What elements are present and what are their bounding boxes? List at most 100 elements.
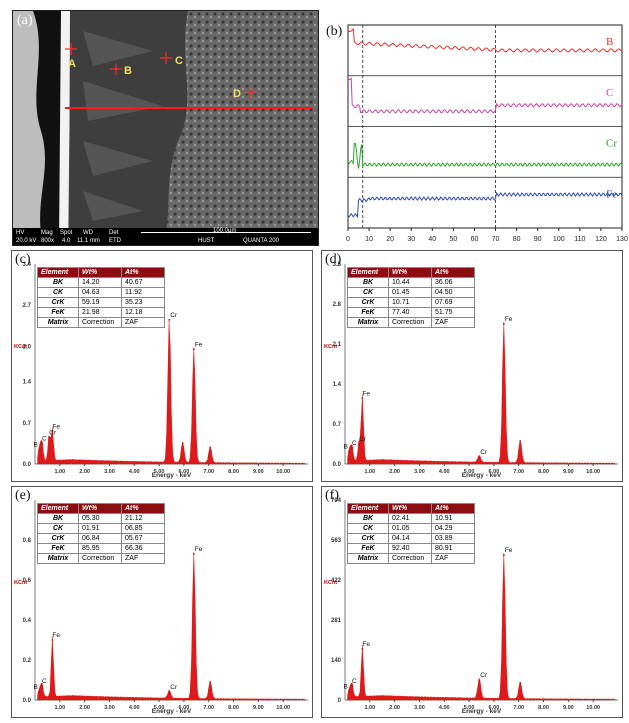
x-tick-label: 50 bbox=[449, 236, 457, 243]
at-cell: 06.85 bbox=[121, 523, 165, 534]
spot-header: Spot bbox=[60, 230, 73, 236]
at-cell: 40.67 bbox=[121, 277, 165, 288]
peak-0 bbox=[38, 448, 41, 451]
y-tick-label: 0.7 bbox=[23, 421, 32, 427]
table-row: CK 01.91 06.85 bbox=[37, 523, 165, 534]
eds-spectrum-e: 0.0 0.2 0.4 0.6 0.8 1.00 2.00 3.00 4.00 5.00 6.00 7… bbox=[11, 486, 313, 718]
instrument-name: QUANTA 200 bbox=[243, 238, 279, 244]
peak-label-b: B bbox=[33, 441, 37, 448]
x-tick-label: 30 bbox=[407, 236, 415, 243]
x-tick-label: 3.00 bbox=[414, 705, 425, 711]
element-cell: FeK bbox=[37, 307, 79, 318]
composition-table: Element Wt% At% BK 14.20 40.67 CK 04.63 11.92 CrK… bbox=[37, 267, 165, 328]
y-tick-label: 2.8 bbox=[333, 302, 342, 308]
peak-3 bbox=[361, 397, 364, 400]
peak-label-c: C bbox=[352, 678, 357, 685]
peak-label-fe: Fe bbox=[195, 341, 203, 348]
hv-header: HV bbox=[16, 230, 25, 236]
element-cell: BK bbox=[37, 277, 79, 288]
element-cell: FeK bbox=[37, 543, 79, 554]
peak-label-fe: Fe bbox=[52, 632, 60, 639]
spectrum-fill bbox=[37, 552, 306, 701]
sem-image bbox=[13, 11, 318, 245]
x-tick-label: 6.00 bbox=[489, 469, 500, 475]
x-tick-label: 80 bbox=[513, 236, 521, 243]
peak-label-b: B bbox=[343, 443, 347, 450]
table-row: CK 01.45 04.50 bbox=[347, 287, 475, 298]
y-axis-label: KCnt bbox=[14, 344, 27, 350]
x-axis-label: Energy - keV bbox=[152, 708, 192, 715]
wt-cell: 04.63 bbox=[78, 287, 122, 298]
x-tick-label: 4.00 bbox=[439, 705, 450, 711]
table-header: Wt% bbox=[78, 503, 122, 514]
at-cell: ZAF bbox=[121, 553, 165, 564]
spectrum-fill bbox=[347, 322, 616, 465]
table-header: Wt% bbox=[388, 503, 432, 514]
point-d-label: D bbox=[233, 88, 241, 100]
table-row: Matrix Correction ZAF bbox=[37, 553, 165, 564]
x-tick-label: 5.00 bbox=[464, 705, 475, 711]
wt-cell: 21.98 bbox=[78, 307, 122, 318]
wt-cell: 04.14 bbox=[388, 533, 432, 544]
peak-2 bbox=[51, 639, 54, 641]
peak-label-fe: Fe bbox=[505, 316, 513, 323]
peak-2 bbox=[358, 443, 361, 445]
wt-cell: 59.19 bbox=[78, 297, 122, 308]
wt-cell: Correction bbox=[78, 317, 122, 328]
point-a-label: A bbox=[68, 58, 76, 70]
peak-1 bbox=[41, 442, 43, 445]
wt-cell: 01.05 bbox=[388, 523, 432, 534]
y-axis-label: KCnt bbox=[14, 580, 27, 586]
peak-label-cr: Cr bbox=[170, 312, 178, 319]
table-row: BK 05.30 21.12 bbox=[37, 513, 165, 524]
panel-d-label: (d) bbox=[325, 252, 342, 267]
det-header: Det bbox=[109, 230, 119, 236]
element-cell: Matrix bbox=[347, 553, 389, 564]
element-cell: CrK bbox=[347, 297, 389, 308]
x-tick-label: 4.00 bbox=[129, 469, 140, 475]
peak-0 bbox=[348, 450, 351, 453]
at-cell: 35.23 bbox=[121, 297, 165, 308]
wd-value: 11.1 mm bbox=[77, 238, 100, 244]
x-tick-label: 9.00 bbox=[253, 705, 264, 711]
at-cell: 12.18 bbox=[121, 307, 165, 318]
x-tick-label: 10 bbox=[365, 236, 373, 243]
y-tick-label: 1.4 bbox=[333, 382, 342, 388]
peak-0 bbox=[348, 690, 351, 693]
scale-bar bbox=[141, 232, 311, 233]
peak-3 bbox=[51, 430, 54, 433]
mag-header: Mag bbox=[41, 230, 53, 236]
at-cell: 36.06 bbox=[431, 277, 475, 288]
y-tick-label: 563 bbox=[331, 538, 342, 544]
table-row: CrK 06.84 05.67 bbox=[37, 533, 165, 544]
peak-label-fe: Fe bbox=[362, 390, 370, 397]
at-cell: 11.92 bbox=[121, 287, 165, 298]
y-tick-label: 0.0 bbox=[23, 698, 32, 704]
mag-value: 800x bbox=[41, 238, 55, 244]
table-row: CK 01.05 04.29 bbox=[347, 523, 475, 534]
peak-label-fe: Fe bbox=[505, 547, 513, 554]
element-cell: BK bbox=[347, 513, 389, 524]
wt-cell: 05.30 bbox=[78, 513, 122, 524]
element-cell: FeK bbox=[347, 307, 389, 318]
y-tick-label: 0.0 bbox=[23, 462, 32, 468]
peak-label-cr: Cr bbox=[170, 684, 178, 691]
element-cell: CK bbox=[347, 523, 389, 534]
x-tick-label: 7.00 bbox=[203, 469, 214, 475]
wt-cell: 10.44 bbox=[388, 277, 432, 288]
table-row: Matrix Correction ZAF bbox=[347, 317, 475, 328]
element-cell: CK bbox=[347, 287, 389, 298]
at-cell: 80.91 bbox=[431, 543, 475, 554]
x-tick-label: 130 bbox=[616, 236, 628, 243]
table-header: Wt% bbox=[78, 267, 122, 278]
x-tick-label: 10.00 bbox=[586, 705, 600, 711]
table-header: At% bbox=[431, 267, 475, 278]
x-tick-label: 3.00 bbox=[104, 469, 115, 475]
table-header: Element bbox=[347, 267, 389, 278]
trace-c bbox=[347, 77, 623, 114]
peak-6 bbox=[519, 440, 522, 443]
y-tick-label: 1.4 bbox=[23, 380, 32, 386]
peak-5 bbox=[209, 681, 212, 683]
trace-fe bbox=[347, 191, 623, 219]
x-tick-label: 6.00 bbox=[179, 469, 190, 475]
